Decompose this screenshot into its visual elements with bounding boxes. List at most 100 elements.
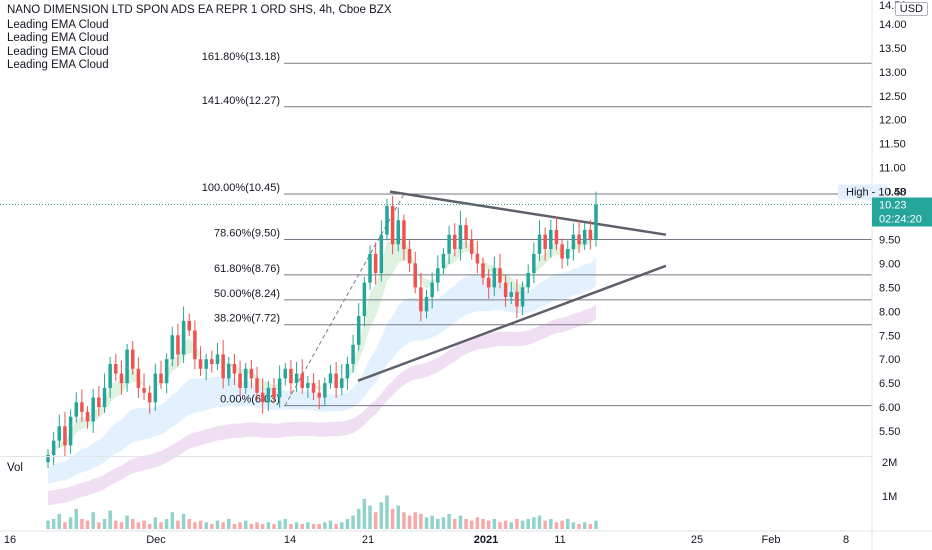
volume-bar [458,515,463,529]
candle-body [571,234,576,250]
candle-body [402,220,406,250]
candle-body [537,234,542,254]
volume-bar [577,523,581,529]
price-tick-label: 7.50 [879,330,900,342]
candle [515,279,519,319]
volume-bar [125,515,129,529]
volume-label[interactable]: Vol [7,462,23,474]
candle-body [481,263,485,278]
candle-body [68,416,73,446]
candle [368,245,372,290]
price-tick-label: 6.50 [879,378,900,390]
candle [481,257,485,285]
candle [356,303,361,351]
volume-bar [436,518,440,529]
price-tick-label: 12.00 [879,115,907,127]
fib-level-label: 161.80%(13.18) [202,51,280,63]
volume-bar [311,523,316,529]
volume-bar [543,520,547,529]
volume-bar [560,520,564,529]
volume-bar [481,518,485,529]
volume-bar [204,522,208,529]
volume-bar [68,517,73,529]
candle-body [441,253,446,269]
candle-body [255,378,259,393]
candle [125,343,129,392]
candle [492,256,497,296]
candle-body [373,253,378,273]
volume-bar [537,515,542,529]
indicator-label[interactable]: Leading EMA Cloud [7,19,109,31]
candle-body [221,354,225,379]
volume-bar [582,522,587,529]
candle [498,253,502,289]
volume-bar [102,518,107,529]
indicator-label[interactable]: Leading EMA Cloud [7,45,109,58]
candle [210,350,214,373]
fib-swing-line[interactable] [284,193,405,406]
candle [464,217,468,249]
volume-bar [289,523,293,529]
candle [345,356,350,390]
candle [340,364,344,396]
candle [560,238,564,269]
trendline-upper[interactable] [389,190,667,236]
candle [306,375,310,399]
volume-bar [356,508,361,529]
candle [379,220,384,282]
volume-bar [469,520,474,529]
volume-bar [164,518,169,529]
volume-bar [187,518,191,529]
volume-bar [51,518,56,529]
trendline-lower[interactable] [357,264,667,382]
volume-bar [85,520,90,529]
candle [407,240,412,273]
currency-button[interactable]: USD [894,2,928,16]
candle-body [469,239,474,254]
price-tick-label: 8.00 [879,306,900,318]
candle [142,373,146,400]
candle-body [243,368,248,388]
price-tick-label: 7.00 [879,354,900,366]
symbol-title[interactable]: NANO DIMENSION LTD SPON ADS EA REPR 1 OR… [7,4,392,16]
volume-bar [424,517,429,529]
volume-bar [249,523,254,529]
candle [577,220,581,253]
candle [255,366,259,400]
candle-body [176,335,180,355]
candle-body [63,426,67,446]
volume-bar [153,517,158,529]
candle-body [385,205,389,235]
candle-body [582,229,587,245]
volume-bar [181,513,186,529]
indicator-label[interactable]: Leading EMA Cloud [7,58,109,71]
candle [390,195,395,255]
volume-bar [198,520,203,529]
trendlines[interactable] [357,190,667,382]
fib-level-label: 100.00%(10.45) [202,182,280,194]
volume-bar [74,508,78,529]
candle-body [317,392,321,398]
candle [554,216,559,251]
price-tick-label: 13.50 [879,43,907,55]
bar-countdown: 02:24:20 [879,214,922,226]
candle-body [272,387,276,398]
volume-bar [119,522,124,529]
candle-body [159,373,163,384]
volume-bar [351,515,355,529]
time-tick-label: 2021 [474,534,498,546]
fibonacci-levels[interactable]: 161.80%(13.18) 141.40%(12.27) 100.00%(10.4… [202,51,872,407]
volume-bar [515,518,519,529]
candle [549,219,553,258]
candle-body [362,282,367,317]
volume-bar [317,523,321,529]
fib-level-label: 38.20%(7.72) [214,313,280,325]
volume-bar [441,517,446,529]
indicator-label[interactable]: Leading EMA Cloud [7,32,109,45]
candle-body [57,426,62,441]
volume-bar [210,523,214,529]
candle-body [46,455,50,463]
volume-bar [520,520,525,529]
volume-bar [300,523,304,529]
